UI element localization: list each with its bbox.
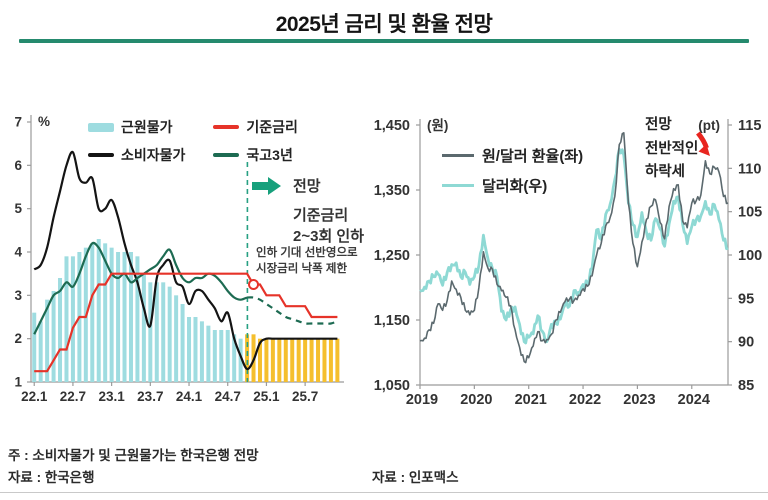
- fx-forecast-annotation: 전망 전반적인 하락세: [645, 114, 698, 185]
- legend-item-근원물가: 근원물가: [88, 117, 185, 137]
- svg-text:1,150: 1,150: [374, 313, 410, 329]
- svg-text:25.1: 25.1: [253, 389, 280, 404]
- line-swatch: [442, 183, 474, 188]
- decline-arrow-icon: [696, 131, 710, 156]
- legend-item-소비자물가: 소비자물가: [88, 145, 185, 165]
- svg-text:105: 105: [738, 205, 762, 221]
- svg-text:2022: 2022: [569, 392, 601, 408]
- svg-text:23.1: 23.1: [98, 389, 125, 404]
- source-right: 자료 : 인포맥스: [372, 470, 459, 485]
- fx-ann-line1: 전망: [645, 117, 672, 133]
- svg-text:1,250: 1,250: [374, 248, 410, 264]
- svg-text:85: 85: [738, 378, 754, 394]
- source-left: 자료 : 한국은행: [8, 470, 95, 485]
- forecast-note-line2: 2~3회 인하: [293, 228, 365, 245]
- forecast-label: 전망: [293, 178, 321, 195]
- series-기준금리: [34, 272, 338, 373]
- svg-text:95: 95: [738, 291, 754, 307]
- svg-text:(원): (원): [427, 118, 448, 133]
- legend-label: 국고3년: [246, 147, 293, 163]
- svg-text:2020: 2020: [460, 392, 492, 408]
- fx-chart: 1,050 1,150 1,250 1,350 1,450 85 90 95 100 105 110…: [374, 118, 763, 408]
- core-cpi-bars: [32, 239, 340, 382]
- svg-text:2021: 2021: [515, 392, 547, 408]
- base-rate-marker: [248, 279, 260, 290]
- footnote: 주 : 소비자물가 및 근원물가는 한국은행 전망: [8, 448, 259, 463]
- svg-text:3: 3: [14, 288, 22, 303]
- line-swatch: [88, 153, 114, 157]
- svg-text:100: 100: [738, 248, 762, 264]
- svg-text:1,450: 1,450: [374, 118, 410, 134]
- fx-ann-line3: 하락세: [645, 164, 686, 180]
- rate-note-line2: 시장금리 낙폭 제한: [256, 263, 348, 275]
- svg-text:23.7: 23.7: [137, 389, 163, 404]
- legend-label: 기준금리: [246, 119, 298, 135]
- svg-text:1,050: 1,050: [374, 378, 410, 394]
- series-국고3년: [247, 296, 338, 325]
- legend-label: 달러화(우): [482, 178, 548, 195]
- svg-text:25.7: 25.7: [292, 389, 318, 404]
- legend-label: 원/달러 환율(좌): [482, 148, 584, 165]
- legend-item-국고3년: 국고3년: [213, 145, 298, 165]
- forecast-note-line1: 기준금리: [293, 207, 349, 224]
- rate-note-line1: 인하 기대 선반영으로: [256, 247, 358, 259]
- svg-text:24.1: 24.1: [176, 389, 203, 404]
- legend-item-기준금리: 기준금리: [213, 117, 298, 137]
- svg-text:4: 4: [14, 245, 22, 260]
- svg-text:2024: 2024: [678, 392, 710, 408]
- right-chart-legend: 원/달러 환율(좌) 달러화(우): [442, 145, 583, 205]
- fx-ann-line2: 전반적인: [645, 140, 699, 157]
- bottom-divider: [0, 492, 768, 493]
- svg-text:2: 2: [14, 331, 22, 346]
- svg-text:1: 1: [14, 375, 22, 390]
- market-rate-note: 인하 기대 선반영으로 시장금리 낙폭 제한: [256, 245, 358, 277]
- svg-text:%: %: [38, 114, 50, 129]
- svg-text:(pt): (pt): [698, 118, 720, 133]
- inflation-rate-chart: 1 2 3 4 5 6 7 % 22.1 22.7 23.1 23.7 24.1 24.7 25.1 25.7: [14, 114, 344, 404]
- series-달러화(우): [419, 147, 729, 345]
- svg-text:2023: 2023: [623, 392, 655, 408]
- svg-text:7: 7: [14, 115, 22, 130]
- forecast-arrow-icon: [252, 176, 281, 195]
- bar-swatch: [88, 122, 114, 132]
- svg-text:24.7: 24.7: [215, 389, 241, 404]
- svg-text:110: 110: [738, 161, 761, 177]
- legend-label: 소비자물가: [121, 147, 186, 163]
- legend-label: 근원물가: [121, 119, 173, 135]
- line-swatch: [213, 125, 240, 129]
- title-divider: [19, 39, 749, 43]
- svg-text:90: 90: [738, 335, 754, 351]
- svg-text:5: 5: [14, 201, 22, 216]
- legend-item-달러화(우): 달러화(우): [442, 175, 583, 196]
- svg-text:6: 6: [14, 158, 22, 173]
- svg-text:22.1: 22.1: [21, 389, 48, 404]
- page-title: 2025년 금리 및 환율 전망: [275, 13, 493, 36]
- line-swatch: [213, 153, 240, 157]
- svg-text:115: 115: [738, 118, 761, 134]
- legend-item-원/달러 환율(좌): 원/달러 환율(좌): [442, 145, 583, 166]
- series-원/달러 환율(좌): [419, 132, 729, 364]
- svg-text:2019: 2019: [406, 392, 438, 408]
- svg-text:22.7: 22.7: [60, 389, 86, 404]
- svg-text:1,350: 1,350: [374, 183, 410, 199]
- series-소비자물가: [33, 150, 338, 371]
- line-swatch: [442, 153, 474, 158]
- forecast-annotation: 전망 기준금리 2~3회 인하: [252, 175, 364, 247]
